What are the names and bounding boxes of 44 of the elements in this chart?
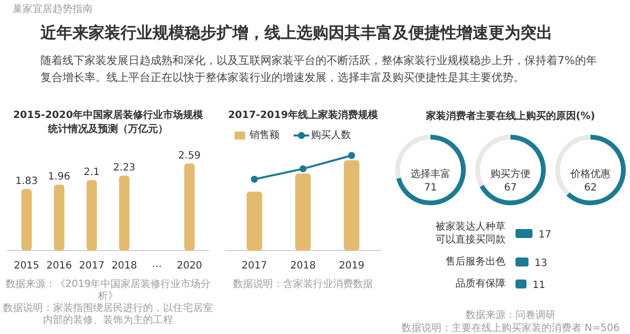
text: 数据说明：含家装行业消费数据 — [233, 278, 373, 290]
data-label: 11 — [532, 280, 546, 291]
y-tick-label: 被家装达人种草可以直接买同款 — [436, 220, 506, 246]
x-tick-label: 2019 — [338, 260, 364, 272]
data-label: 1.96 — [48, 172, 70, 183]
bar — [86, 180, 97, 250]
legend-label: 购买人数 — [311, 130, 352, 141]
x-tick-label: 2017 — [242, 260, 268, 272]
text: 巢家宜居趋势指南 — [12, 3, 92, 15]
slice-label: 选择丰富 — [410, 168, 450, 180]
data-label: 2.59 — [178, 150, 201, 162]
data-label: 71 — [424, 182, 437, 194]
data-label: 1.83 — [15, 176, 38, 188]
bar — [184, 164, 195, 250]
x-tick-label: 2018 — [112, 260, 138, 272]
data-label: 67 — [504, 182, 517, 194]
text: 家装消费者主要在线上购买的原因(%) — [424, 110, 596, 122]
text: 随着线下家装发展日趋成熟和深化，以及互联网家装平台的不断活跃，整体家装行业规模稳步上升，保持着7%的年复合增长率。线上平台正在以快于整体家装行业的增速发展，选择丰富及购买便捷性是其主要优势。 — [40, 54, 597, 84]
slice-label: 购买方便 — [490, 168, 530, 180]
chart-title: 2015-2020年中国家居装修行业市场规模统计情况及预测（万亿元） — [13, 109, 204, 135]
x-tick-label: 2018 — [290, 260, 316, 272]
bar — [54, 184, 64, 250]
x-tick-label: 2017 — [78, 260, 104, 272]
y-tick-label: 品质有保障 — [456, 278, 506, 290]
x-tick-label: 2020 — [176, 260, 202, 272]
text: 数据说明：家装指围绕居民进行的，以住宅居室内部的装修、装饰为主的工程 — [3, 302, 213, 326]
source-note: 数据来源：《2019年中国家居装修行业市场分析》 — [5, 278, 211, 302]
x-tick-label: … — [152, 259, 162, 270]
bar — [119, 176, 130, 250]
legend-label: 销售额 — [248, 129, 280, 141]
data-label: 13 — [534, 258, 548, 269]
x-tick-label: 2016 — [46, 260, 72, 272]
text: 近年来家装行业规模稳步扩增，线上选购因其丰富及便捷性增速更为突出 — [40, 23, 552, 42]
y-tick-label: 售后服务出色 — [446, 256, 506, 268]
data-label: 62 — [584, 182, 597, 194]
data-label: 2.23 — [113, 162, 136, 174]
bar — [21, 189, 32, 250]
slice-label: 价格优惠 — [570, 168, 610, 180]
data-label: 2.1 — [84, 166, 100, 178]
data-label: 17 — [538, 230, 552, 240]
source-note: 数据来源：问卷调研 — [466, 309, 556, 321]
chart-title: 2017-2019年线上家装消费规模 — [228, 109, 379, 121]
x-tick-label: 2015 — [14, 260, 40, 272]
text: 数据说明：主要在线上购买家装的消费者 N=506 — [401, 322, 620, 334]
